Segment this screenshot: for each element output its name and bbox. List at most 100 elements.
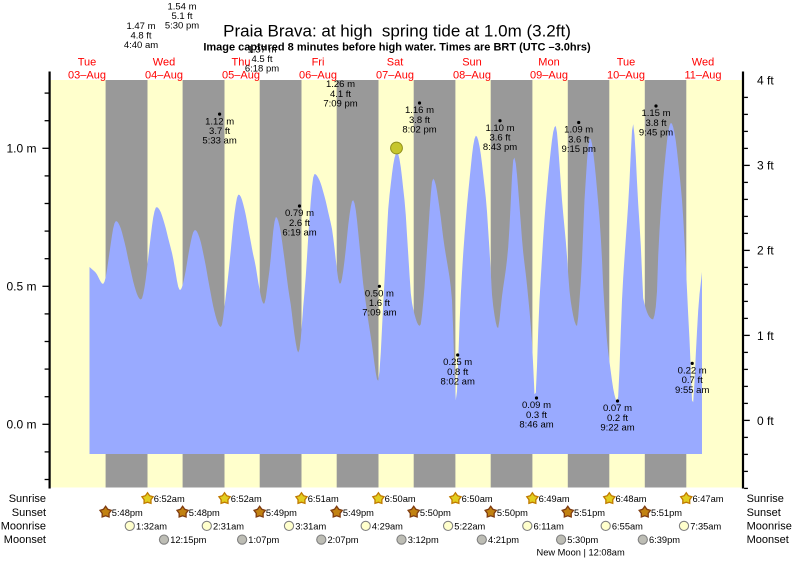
svg-text:0.8 ft: 0.8 ft bbox=[447, 367, 468, 378]
svg-text:9:55 am: 9:55 am bbox=[675, 385, 709, 396]
svg-text:0 ft: 0 ft bbox=[757, 414, 774, 428]
svg-text:1.26 m: 1.26 m bbox=[326, 79, 355, 90]
svg-text:Sunset: Sunset bbox=[747, 507, 781, 519]
svg-text:Sat: Sat bbox=[387, 56, 404, 68]
svg-text:Moonset: Moonset bbox=[4, 534, 46, 546]
svg-text:5:48pm: 5:48pm bbox=[112, 508, 143, 518]
svg-text:5:22am: 5:22am bbox=[454, 522, 485, 532]
svg-text:1.15 m: 1.15 m bbox=[641, 108, 670, 119]
svg-text:4:29am: 4:29am bbox=[372, 522, 403, 532]
svg-text:6:55am: 6:55am bbox=[612, 522, 643, 532]
svg-text:Moonset: Moonset bbox=[747, 534, 789, 546]
svg-text:6:50am: 6:50am bbox=[462, 494, 493, 504]
svg-text:1.12 m: 1.12 m bbox=[205, 116, 234, 127]
svg-text:05–Aug: 05–Aug bbox=[222, 69, 260, 81]
svg-text:0.25 m: 0.25 m bbox=[443, 357, 472, 368]
svg-text:2:31am: 2:31am bbox=[213, 522, 244, 532]
svg-text:0.0 m: 0.0 m bbox=[6, 418, 36, 432]
svg-text:0.2 ft: 0.2 ft bbox=[607, 413, 628, 424]
svg-text:Moonrise: Moonrise bbox=[747, 521, 792, 533]
svg-text:6:48am: 6:48am bbox=[616, 494, 647, 504]
svg-text:03–Aug: 03–Aug bbox=[68, 69, 106, 81]
svg-text:6:39pm: 6:39pm bbox=[649, 535, 680, 545]
svg-text:7:35am: 7:35am bbox=[690, 522, 721, 532]
svg-text:5:49pm: 5:49pm bbox=[266, 508, 297, 518]
svg-text:0.22 m: 0.22 m bbox=[678, 366, 707, 377]
svg-text:8:02 pm: 8:02 pm bbox=[402, 124, 436, 135]
svg-text:Sunrise: Sunrise bbox=[747, 493, 784, 505]
svg-text:3:12pm: 3:12pm bbox=[408, 535, 439, 545]
svg-text:1.09 m: 1.09 m bbox=[564, 125, 593, 136]
svg-text:5:51pm: 5:51pm bbox=[574, 508, 605, 518]
svg-text:08–Aug: 08–Aug bbox=[453, 69, 491, 81]
svg-text:9:15 pm: 9:15 pm bbox=[562, 144, 596, 155]
svg-text:3.6 ft: 3.6 ft bbox=[489, 133, 510, 144]
svg-text:1.37 m: 1.37 m bbox=[247, 45, 276, 56]
svg-text:2.6 ft: 2.6 ft bbox=[289, 218, 310, 229]
svg-text:1.10 m: 1.10 m bbox=[485, 123, 514, 134]
svg-text:3.6 ft: 3.6 ft bbox=[568, 134, 589, 145]
svg-text:Sunset: Sunset bbox=[12, 507, 46, 519]
svg-text:1.6 ft: 1.6 ft bbox=[369, 298, 390, 309]
svg-text:3.8 ft: 3.8 ft bbox=[409, 115, 430, 126]
svg-text:2:07pm: 2:07pm bbox=[328, 535, 359, 545]
svg-text:Wed: Wed bbox=[153, 56, 175, 68]
svg-text:Sun: Sun bbox=[462, 56, 482, 68]
svg-text:6:18 pm: 6:18 pm bbox=[245, 64, 279, 75]
svg-text:0.3 ft: 0.3 ft bbox=[526, 410, 547, 421]
svg-text:0.09 m: 0.09 m bbox=[522, 400, 551, 411]
svg-text:3 ft: 3 ft bbox=[757, 159, 774, 173]
svg-text:5:30 pm: 5:30 pm bbox=[165, 21, 199, 32]
svg-text:09–Aug: 09–Aug bbox=[530, 69, 568, 81]
svg-text:12:15pm: 12:15pm bbox=[170, 535, 206, 545]
svg-text:8:46 am: 8:46 am bbox=[519, 419, 553, 430]
svg-text:8:43 pm: 8:43 pm bbox=[483, 142, 517, 153]
svg-text:6:52am: 6:52am bbox=[231, 494, 262, 504]
svg-text:1.47 m: 1.47 m bbox=[126, 21, 155, 32]
svg-text:11–Aug: 11–Aug bbox=[684, 69, 721, 81]
svg-text:4:21pm: 4:21pm bbox=[488, 535, 519, 545]
svg-text:5.1 ft: 5.1 ft bbox=[171, 11, 192, 22]
svg-text:6:51am: 6:51am bbox=[308, 494, 339, 504]
svg-text:3.7 ft: 3.7 ft bbox=[209, 126, 230, 137]
svg-text:6:47am: 6:47am bbox=[693, 494, 724, 504]
svg-text:9:45 pm: 9:45 pm bbox=[639, 127, 673, 138]
svg-text:5:50pm: 5:50pm bbox=[420, 508, 451, 518]
svg-text:4.8 ft: 4.8 ft bbox=[130, 30, 151, 41]
svg-text:9:22 am: 9:22 am bbox=[600, 422, 634, 433]
svg-text:04–Aug: 04–Aug bbox=[145, 69, 183, 81]
svg-text:0.7 ft: 0.7 ft bbox=[682, 375, 703, 386]
svg-text:4.1 ft: 4.1 ft bbox=[330, 89, 351, 100]
svg-text:3:31am: 3:31am bbox=[295, 522, 326, 532]
svg-text:1:07pm: 1:07pm bbox=[248, 535, 279, 545]
svg-text:Moonrise: Moonrise bbox=[1, 521, 46, 533]
svg-text:Sunrise: Sunrise bbox=[9, 493, 46, 505]
svg-text:6:49am: 6:49am bbox=[539, 494, 570, 504]
svg-text:Fri: Fri bbox=[312, 56, 325, 68]
svg-text:1.54 m: 1.54 m bbox=[167, 2, 196, 13]
svg-text:1.0 m: 1.0 m bbox=[6, 142, 36, 156]
svg-text:5:48pm: 5:48pm bbox=[189, 508, 220, 518]
svg-text:6:50am: 6:50am bbox=[385, 494, 416, 504]
svg-text:8:02 am: 8:02 am bbox=[441, 376, 475, 387]
svg-text:0.07 m: 0.07 m bbox=[603, 403, 632, 414]
svg-text:0.79 m: 0.79 m bbox=[285, 208, 314, 219]
svg-text:5:50pm: 5:50pm bbox=[497, 508, 528, 518]
svg-text:New Moon | 12:08am: New Moon | 12:08am bbox=[536, 548, 624, 558]
svg-text:4.5 ft: 4.5 ft bbox=[251, 54, 272, 65]
svg-text:3.8 ft: 3.8 ft bbox=[645, 118, 666, 129]
svg-text:6:19 am: 6:19 am bbox=[282, 227, 316, 238]
svg-text:4 ft: 4 ft bbox=[757, 74, 774, 88]
svg-text:Thu: Thu bbox=[232, 56, 251, 68]
svg-text:5:49pm: 5:49pm bbox=[343, 508, 374, 518]
svg-text:5:51pm: 5:51pm bbox=[651, 508, 682, 518]
svg-text:07–Aug: 07–Aug bbox=[376, 69, 414, 81]
svg-text:Image captured 8 minutes befor: Image captured 8 minutes before high wat… bbox=[203, 42, 591, 54]
svg-text:7:09 pm: 7:09 pm bbox=[323, 98, 357, 109]
svg-text:0.5 m: 0.5 m bbox=[6, 280, 36, 294]
svg-text:0.50 m: 0.50 m bbox=[365, 289, 394, 300]
svg-text:6:52am: 6:52am bbox=[154, 494, 185, 504]
svg-text:1.16 m: 1.16 m bbox=[405, 105, 434, 116]
svg-text:06–Aug: 06–Aug bbox=[299, 69, 337, 81]
svg-text:6:11am: 6:11am bbox=[534, 522, 565, 532]
